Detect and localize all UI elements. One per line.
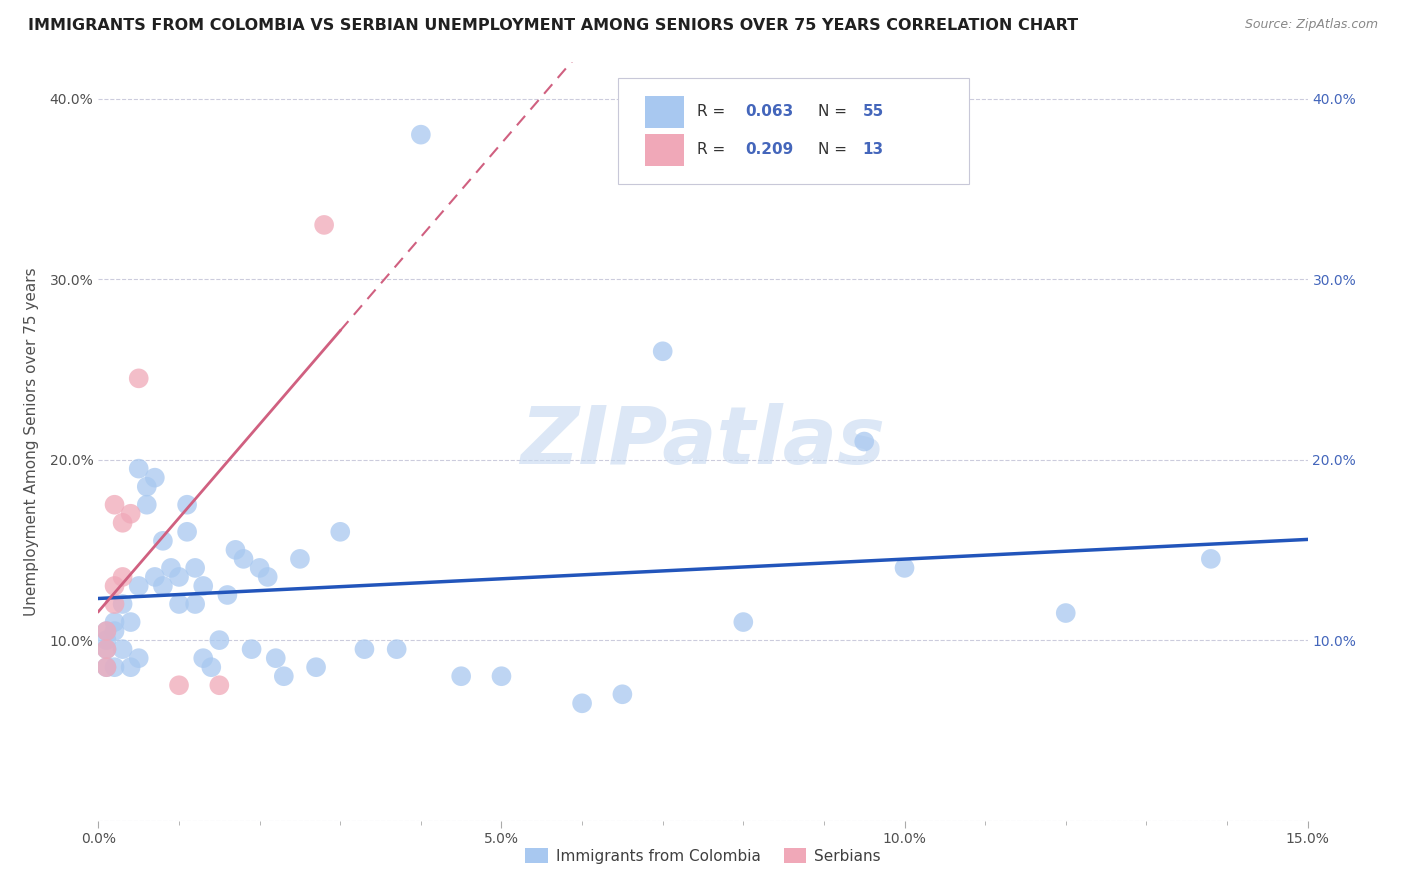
Point [96,660,118,674]
Point [96,660,118,674]
Point [152,579,174,593]
Point [111,516,134,530]
Point [167,597,190,611]
Point [143,570,166,584]
Point [612,687,634,701]
Point [96,642,118,657]
Point [571,696,593,710]
Text: Source: ZipAtlas.com: Source: ZipAtlas.com [1244,18,1378,31]
Text: IMMIGRANTS FROM COLOMBIA VS SERBIAN UNEMPLOYMENT AMONG SENIORS OVER 75 YEARS COR: IMMIGRANTS FROM COLOMBIA VS SERBIAN UNEM… [28,18,1078,33]
Point [143,470,166,484]
Legend: Immigrants from Colombia, Serbians: Immigrants from Colombia, Serbians [519,842,887,870]
Point [208,678,231,692]
Point [288,552,311,566]
Text: 13: 13 [863,142,884,157]
Point [96,642,118,657]
Point [176,498,198,512]
Point [200,660,222,674]
Point [167,678,190,692]
Point [120,615,142,629]
Point [103,624,125,639]
Point [96,624,118,639]
Point [249,561,271,575]
Point [329,524,352,539]
Text: N =: N = [818,142,852,157]
Point [240,642,263,657]
Point [160,561,183,575]
Point [217,588,239,602]
Point [193,579,215,593]
Text: 0.209: 0.209 [745,142,793,157]
Point [176,524,198,539]
Text: N =: N = [818,104,852,120]
Point [111,597,134,611]
Point [853,434,876,449]
Point [184,597,207,611]
Point [409,128,432,142]
Point [135,498,157,512]
Point [305,660,328,674]
Point [733,615,755,629]
Point [256,570,278,584]
Point [128,651,150,665]
Point [128,579,150,593]
Text: R =: R = [697,104,730,120]
Text: R =: R = [697,142,730,157]
Point [103,597,125,611]
Point [385,642,408,657]
Text: 55: 55 [863,104,884,120]
Point [651,344,673,359]
Point [1054,606,1077,620]
Point [111,642,134,657]
Text: ZIPatlas: ZIPatlas [520,402,886,481]
Point [893,561,915,575]
Point [314,218,336,232]
Point [96,624,118,639]
Point [193,651,215,665]
Point [103,660,125,674]
Point [353,642,375,657]
Point [450,669,472,683]
Point [96,633,118,648]
Y-axis label: Unemployment Among Seniors over 75 years: Unemployment Among Seniors over 75 years [24,268,38,615]
Point [491,669,513,683]
Point [152,533,174,548]
Point [224,542,246,557]
Point [264,651,287,665]
Point [1199,552,1222,566]
FancyBboxPatch shape [619,78,969,184]
Point [120,660,142,674]
Point [128,461,150,475]
Point [167,570,190,584]
Text: 0.063: 0.063 [745,104,793,120]
Point [120,507,142,521]
Bar [645,134,683,166]
Point [103,498,125,512]
Point [135,480,157,494]
Point [184,561,207,575]
Point [128,371,150,385]
Point [273,669,295,683]
Bar [645,95,683,128]
Point [111,570,134,584]
Point [103,579,125,593]
Point [103,615,125,629]
Point [208,633,231,648]
Point [232,552,254,566]
